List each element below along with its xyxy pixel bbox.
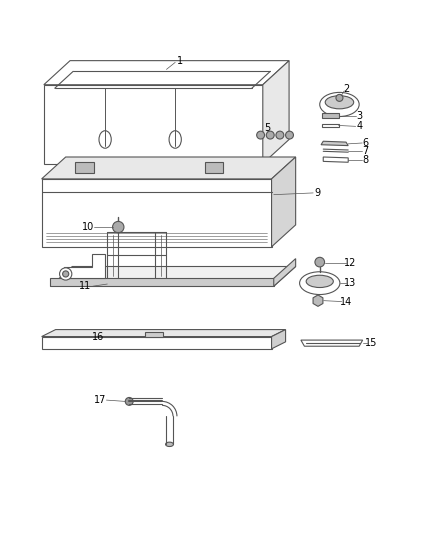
Text: 17: 17 — [94, 395, 106, 405]
Text: 10: 10 — [81, 222, 94, 232]
Polygon shape — [323, 157, 348, 162]
Ellipse shape — [166, 442, 173, 447]
Bar — [205, 162, 223, 173]
Text: 4: 4 — [356, 122, 362, 131]
Text: 7: 7 — [363, 146, 369, 156]
Polygon shape — [301, 340, 363, 346]
Text: 9: 9 — [314, 188, 321, 198]
Text: 5: 5 — [264, 123, 270, 133]
Ellipse shape — [99, 131, 111, 148]
Ellipse shape — [306, 275, 333, 287]
Circle shape — [125, 398, 133, 405]
Bar — [75, 162, 94, 173]
Text: 16: 16 — [92, 332, 105, 342]
Circle shape — [276, 131, 284, 139]
Polygon shape — [64, 254, 105, 278]
Polygon shape — [42, 336, 272, 349]
Text: 2: 2 — [343, 84, 349, 94]
Circle shape — [336, 94, 343, 101]
Polygon shape — [44, 85, 263, 164]
Text: 3: 3 — [356, 111, 362, 121]
Polygon shape — [42, 179, 272, 247]
Text: 1: 1 — [177, 55, 183, 66]
Bar — [145, 332, 162, 336]
Bar — [322, 113, 339, 118]
Polygon shape — [44, 61, 289, 85]
Polygon shape — [42, 157, 296, 179]
Polygon shape — [42, 329, 286, 336]
Circle shape — [286, 131, 293, 139]
Polygon shape — [274, 259, 296, 286]
Text: 13: 13 — [344, 278, 357, 288]
Text: 14: 14 — [340, 296, 352, 306]
Ellipse shape — [325, 96, 354, 109]
Text: 12: 12 — [344, 258, 357, 268]
Circle shape — [315, 257, 325, 267]
Ellipse shape — [320, 92, 359, 117]
Circle shape — [113, 221, 124, 233]
Circle shape — [63, 271, 69, 277]
Ellipse shape — [300, 272, 340, 295]
Text: 15: 15 — [365, 338, 377, 348]
Polygon shape — [263, 61, 289, 164]
Polygon shape — [322, 124, 339, 127]
Circle shape — [60, 268, 72, 280]
Circle shape — [257, 131, 265, 139]
Polygon shape — [321, 141, 348, 146]
Polygon shape — [272, 329, 286, 349]
Ellipse shape — [169, 131, 181, 148]
Circle shape — [266, 131, 274, 139]
Text: 11: 11 — [79, 281, 92, 291]
Text: 6: 6 — [363, 138, 369, 148]
Polygon shape — [50, 278, 274, 286]
Text: 8: 8 — [363, 155, 369, 165]
Polygon shape — [272, 157, 296, 247]
Polygon shape — [50, 266, 296, 286]
